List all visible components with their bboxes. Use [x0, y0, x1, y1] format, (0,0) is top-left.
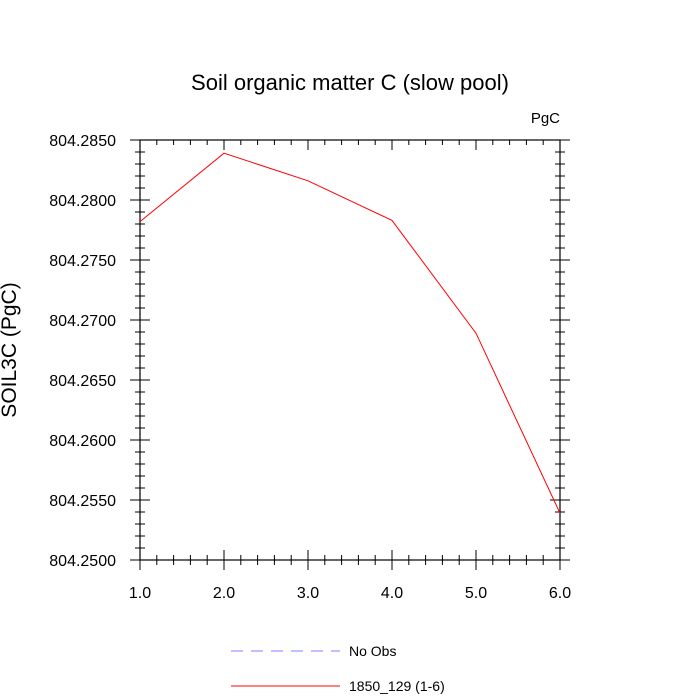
x-tick-label: 2.0 — [213, 585, 235, 602]
unit-label: PgC — [531, 110, 560, 127]
legend-label: 1850_129 (1-6) — [349, 678, 445, 694]
x-tick-label: 3.0 — [297, 585, 319, 602]
plot-frame — [139, 139, 561, 561]
y-tick-label: 804.2800 — [49, 193, 116, 210]
x-tick-label: 5.0 — [465, 585, 487, 602]
x-tick-label: 6.0 — [549, 585, 571, 602]
major-ticks — [130, 139, 570, 570]
series-layer — [139, 152, 561, 514]
y-tick-label: 804.2650 — [49, 373, 116, 390]
legend-label: No Obs — [349, 643, 396, 659]
series-line — [139, 152, 561, 514]
x-tick-label: 1.0 — [129, 585, 151, 602]
y-tick-label: 804.2550 — [49, 493, 116, 510]
x-tick-label: 4.0 — [381, 585, 403, 602]
x-tick-labels: 1.0 2.0 3.0 4.0 5.0 6.0 — [129, 585, 571, 602]
y-axis-label: SOIL3C (PgC) — [0, 282, 21, 417]
minor-ticks — [135, 140, 565, 565]
y-tick-label: 804.2500 — [49, 553, 116, 570]
y-tick-label: 804.2600 — [49, 433, 116, 450]
y-tick-label: 804.2750 — [49, 253, 116, 270]
y-tick-labels: 804.2500 804.2550 804.2600 804.2650 804.2700… — [49, 133, 116, 570]
legend: No Obs 1850_129 (1-6) — [231, 643, 445, 694]
y-tick-label: 804.2700 — [49, 313, 116, 330]
y-tick-label: 804.2850 — [49, 133, 116, 150]
chart-title: Soil organic matter C (slow pool) — [191, 70, 509, 95]
